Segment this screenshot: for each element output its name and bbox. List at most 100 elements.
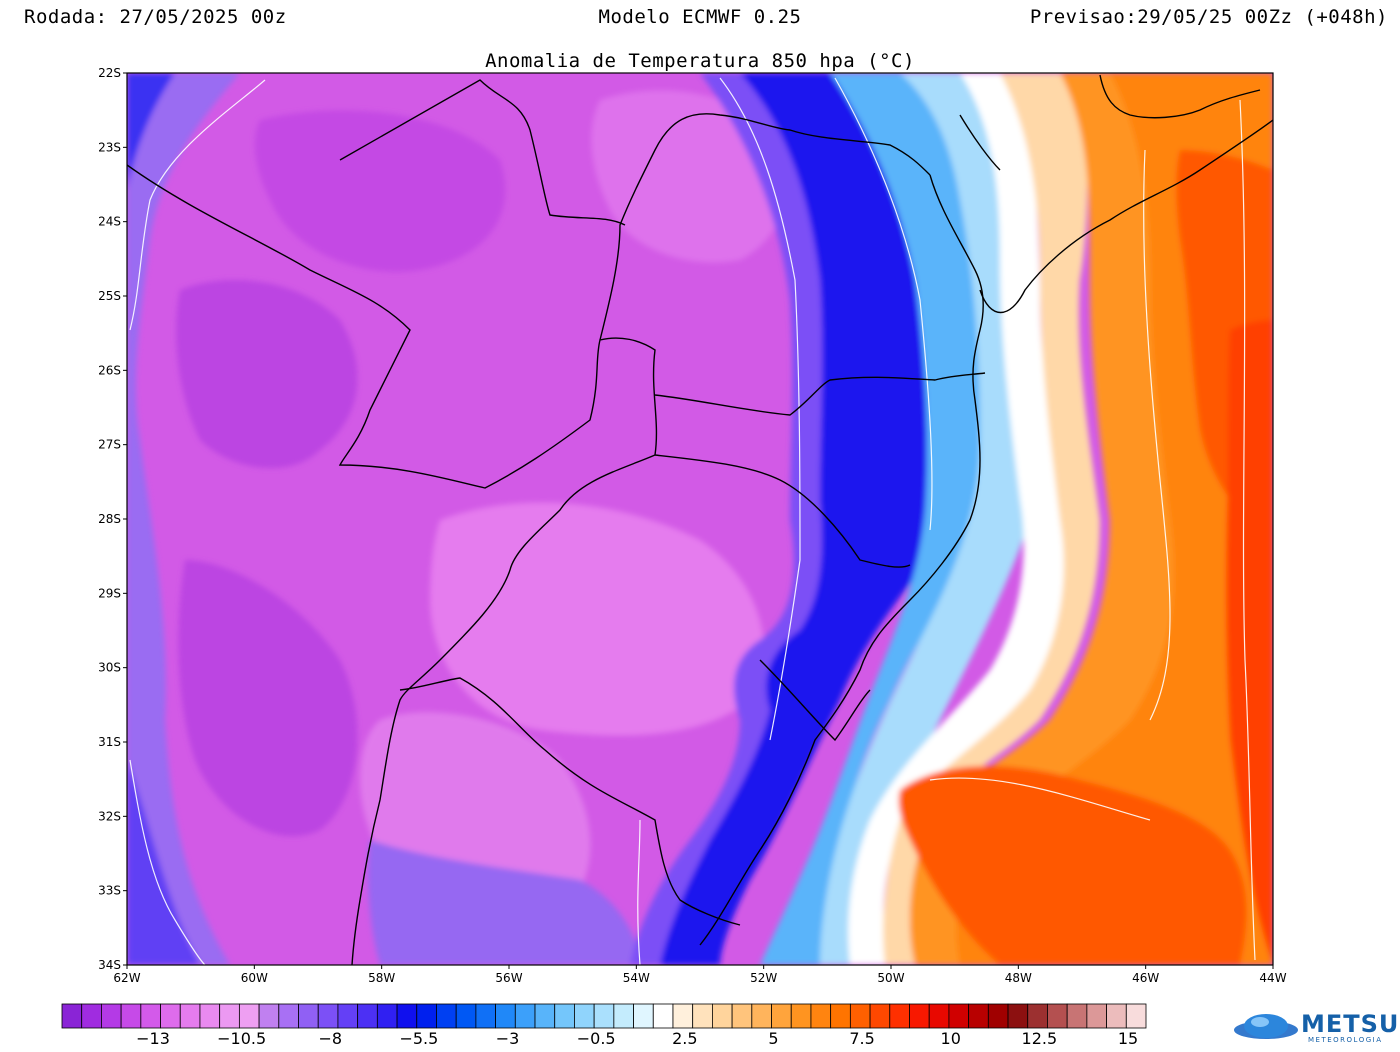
colorbar-swatch (554, 1003, 575, 1029)
lon-tick-label: 46W (1132, 971, 1159, 985)
colorbar-swatch (416, 1003, 437, 1029)
colorbar-swatch (869, 1003, 891, 1029)
lat-tick-label: 28S (98, 512, 121, 526)
logo-subtext: METEOROLOGIA (1308, 1036, 1383, 1044)
colorbar-swatch (987, 1003, 1009, 1029)
colorbar-swatch (298, 1003, 319, 1029)
lon-tick-label: 52W (750, 971, 777, 985)
metsul-logo (1234, 1014, 1298, 1039)
forecast-label: Previsao:29/05/25 00Zz (+048h) (1029, 6, 1388, 28)
colorbar-swatch (278, 1003, 299, 1029)
colorbar-swatch (692, 1003, 713, 1029)
colorbar-swatch (337, 1003, 359, 1029)
colorbar-label: 10 (941, 1029, 961, 1048)
lon-tick-label: 44W (1259, 971, 1286, 985)
colorbar-label: −10.5 (217, 1029, 266, 1048)
colorbar-label: 2.5 (672, 1029, 697, 1048)
colorbar-swatch (771, 1003, 792, 1029)
colorbar-swatch (1007, 1003, 1029, 1029)
lon-tick-label: 62W (113, 971, 140, 985)
colorbar-swatch (948, 1003, 970, 1029)
lon-tick-label: 60W (241, 971, 268, 985)
lon-tick-label: 54W (623, 971, 650, 985)
lat-tick-label: 26S (98, 363, 121, 377)
colorbar-swatch (751, 1003, 772, 1029)
colorbar-swatch (61, 1003, 83, 1029)
colorbar-swatch (849, 1003, 871, 1029)
lat-tick-label: 22S (98, 66, 121, 80)
lon-tick-label: 56W (495, 971, 522, 985)
lat-tick-label: 24S (98, 215, 121, 229)
colorbar-label: −0.5 (577, 1029, 616, 1048)
axis-ticks: 22S23S24S25S26S27S28S29S30S31S32S33S34S6… (98, 66, 1287, 985)
colorbar-swatch (436, 1003, 457, 1029)
lat-tick-label: 27S (98, 438, 121, 452)
colorbar-swatch (731, 1003, 753, 1029)
colorbar-label: 12.5 (1022, 1029, 1058, 1048)
colorbar-swatch (160, 1003, 181, 1029)
lat-tick-label: 33S (98, 884, 121, 898)
colorbar-swatch (357, 1003, 378, 1029)
colorbar-swatch (376, 1003, 398, 1029)
colorbar-swatch (101, 1003, 122, 1029)
colorbar-swatch (909, 1003, 930, 1029)
logo-text: METSUL (1301, 1010, 1400, 1038)
colorbar-swatch (475, 1003, 496, 1029)
colorbar-swatch (1027, 1003, 1048, 1029)
colorbar-swatch (238, 1003, 260, 1029)
colorbar-swatch (652, 1003, 674, 1029)
colorbar-label: 5 (768, 1029, 778, 1048)
colorbar-swatch (712, 1003, 733, 1029)
lat-tick-label: 32S (98, 809, 121, 823)
colorbar-label: 7.5 (849, 1029, 874, 1048)
map-title: Anomalia de Temperatura 850 hpa (°C) (485, 50, 915, 72)
colorbar-swatch (495, 1003, 516, 1029)
run-label: Rodada: 27/05/2025 00z (24, 6, 287, 28)
colorbar-label: 15 (1118, 1029, 1138, 1048)
colorbar-swatch (514, 1003, 536, 1029)
model-label: Modelo ECMWF 0.25 (598, 6, 802, 28)
colorbar-swatch (928, 1003, 950, 1029)
lat-tick-label: 34S (98, 958, 121, 972)
colorbar-swatch (593, 1003, 615, 1029)
colorbar-swatch (396, 1003, 418, 1029)
colorbar-swatch (1106, 1003, 1127, 1029)
colorbar-swatch (889, 1003, 910, 1029)
lat-tick-label: 25S (98, 289, 121, 303)
colorbar-swatch (1066, 1003, 1088, 1029)
colorbar-swatch (672, 1003, 694, 1029)
colorbar-swatch (534, 1003, 556, 1029)
colorbar-swatch (968, 1003, 989, 1029)
colorbar-swatch (199, 1003, 221, 1029)
anomaly-map: 22S23S24S25S26S27S28S29S30S31S32S33S34S6… (98, 66, 1287, 985)
colorbar-label: −3 (496, 1029, 520, 1048)
lon-tick-label: 48W (1005, 971, 1032, 985)
colorbar-swatch (455, 1003, 477, 1029)
colorbar-swatch (633, 1003, 654, 1029)
colorbar-label: −13 (136, 1029, 170, 1048)
lat-tick-label: 31S (98, 735, 121, 749)
political-borders (127, 74, 1273, 965)
colorbar-swatch (120, 1003, 142, 1029)
lon-tick-label: 50W (877, 971, 904, 985)
colorbar-swatch (1086, 1003, 1107, 1029)
colorbar-swatch (140, 1003, 161, 1029)
colorbar-swatch (810, 1003, 832, 1029)
colorbar-swatch (81, 1003, 102, 1029)
colorbar-swatch (613, 1003, 634, 1029)
colorbar-swatch (258, 1003, 280, 1029)
colorbar-label: −5.5 (399, 1029, 438, 1048)
lon-tick-label: 58W (368, 971, 395, 985)
colorbar-swatch (317, 1003, 339, 1029)
colorbar-swatch (179, 1003, 201, 1029)
colorbar-swatch (574, 1003, 595, 1029)
lat-tick-label: 23S (98, 140, 121, 154)
colorbar-label: −8 (318, 1029, 342, 1048)
lat-tick-label: 29S (98, 586, 121, 600)
colorbar-swatch (830, 1003, 851, 1029)
colorbar-swatch (1047, 1003, 1068, 1029)
colorbar-swatch (790, 1003, 812, 1029)
colorbar-swatch (219, 1003, 240, 1029)
colorbar-swatch (1125, 1003, 1147, 1029)
